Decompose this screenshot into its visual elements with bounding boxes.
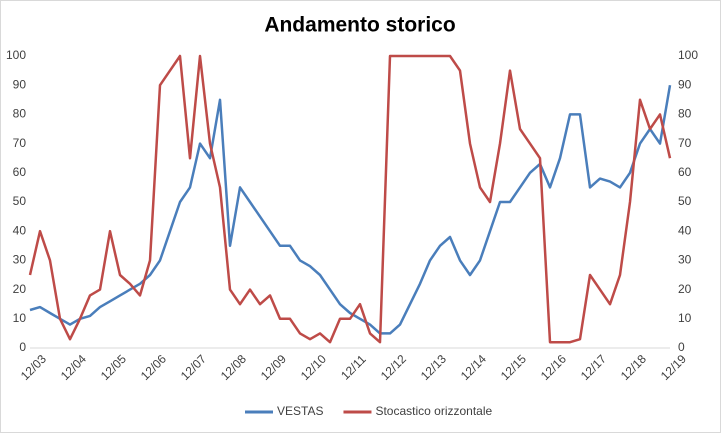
y-tick-label: 50 [13, 194, 27, 208]
y2-tick-label: 30 [678, 253, 692, 267]
y2-tick-label: 70 [678, 136, 692, 150]
y-tick-label: 90 [13, 77, 27, 91]
legend-label: VESTAS [277, 404, 323, 418]
y2-tick-label: 20 [678, 282, 692, 296]
chart-title: Andamento storico [264, 14, 455, 37]
y2-tick-label: 60 [678, 165, 692, 179]
y2-tick-label: 0 [678, 340, 685, 354]
y-tick-label: 10 [13, 311, 27, 325]
y2-tick-label: 50 [678, 194, 692, 208]
y-tick-label: 100 [6, 48, 26, 62]
series-line [28, 54, 672, 344]
y-tick-label: 60 [13, 165, 27, 179]
y2-tick-label: 40 [678, 223, 692, 237]
legend-label: Stocastico orizzontale [375, 404, 492, 418]
series-line [29, 84, 672, 335]
y-tick-label: 40 [13, 223, 27, 237]
y-tick-label: 20 [13, 282, 27, 296]
y-tick-label: 80 [13, 107, 27, 121]
y-tick-label: 0 [19, 340, 26, 354]
y2-tick-label: 100 [678, 48, 698, 62]
y2-tick-label: 90 [678, 77, 692, 91]
y2-tick-label: 80 [678, 107, 692, 121]
y-tick-label: 30 [13, 253, 27, 267]
y2-tick-label: 10 [678, 311, 692, 325]
y-tick-label: 70 [13, 136, 27, 150]
